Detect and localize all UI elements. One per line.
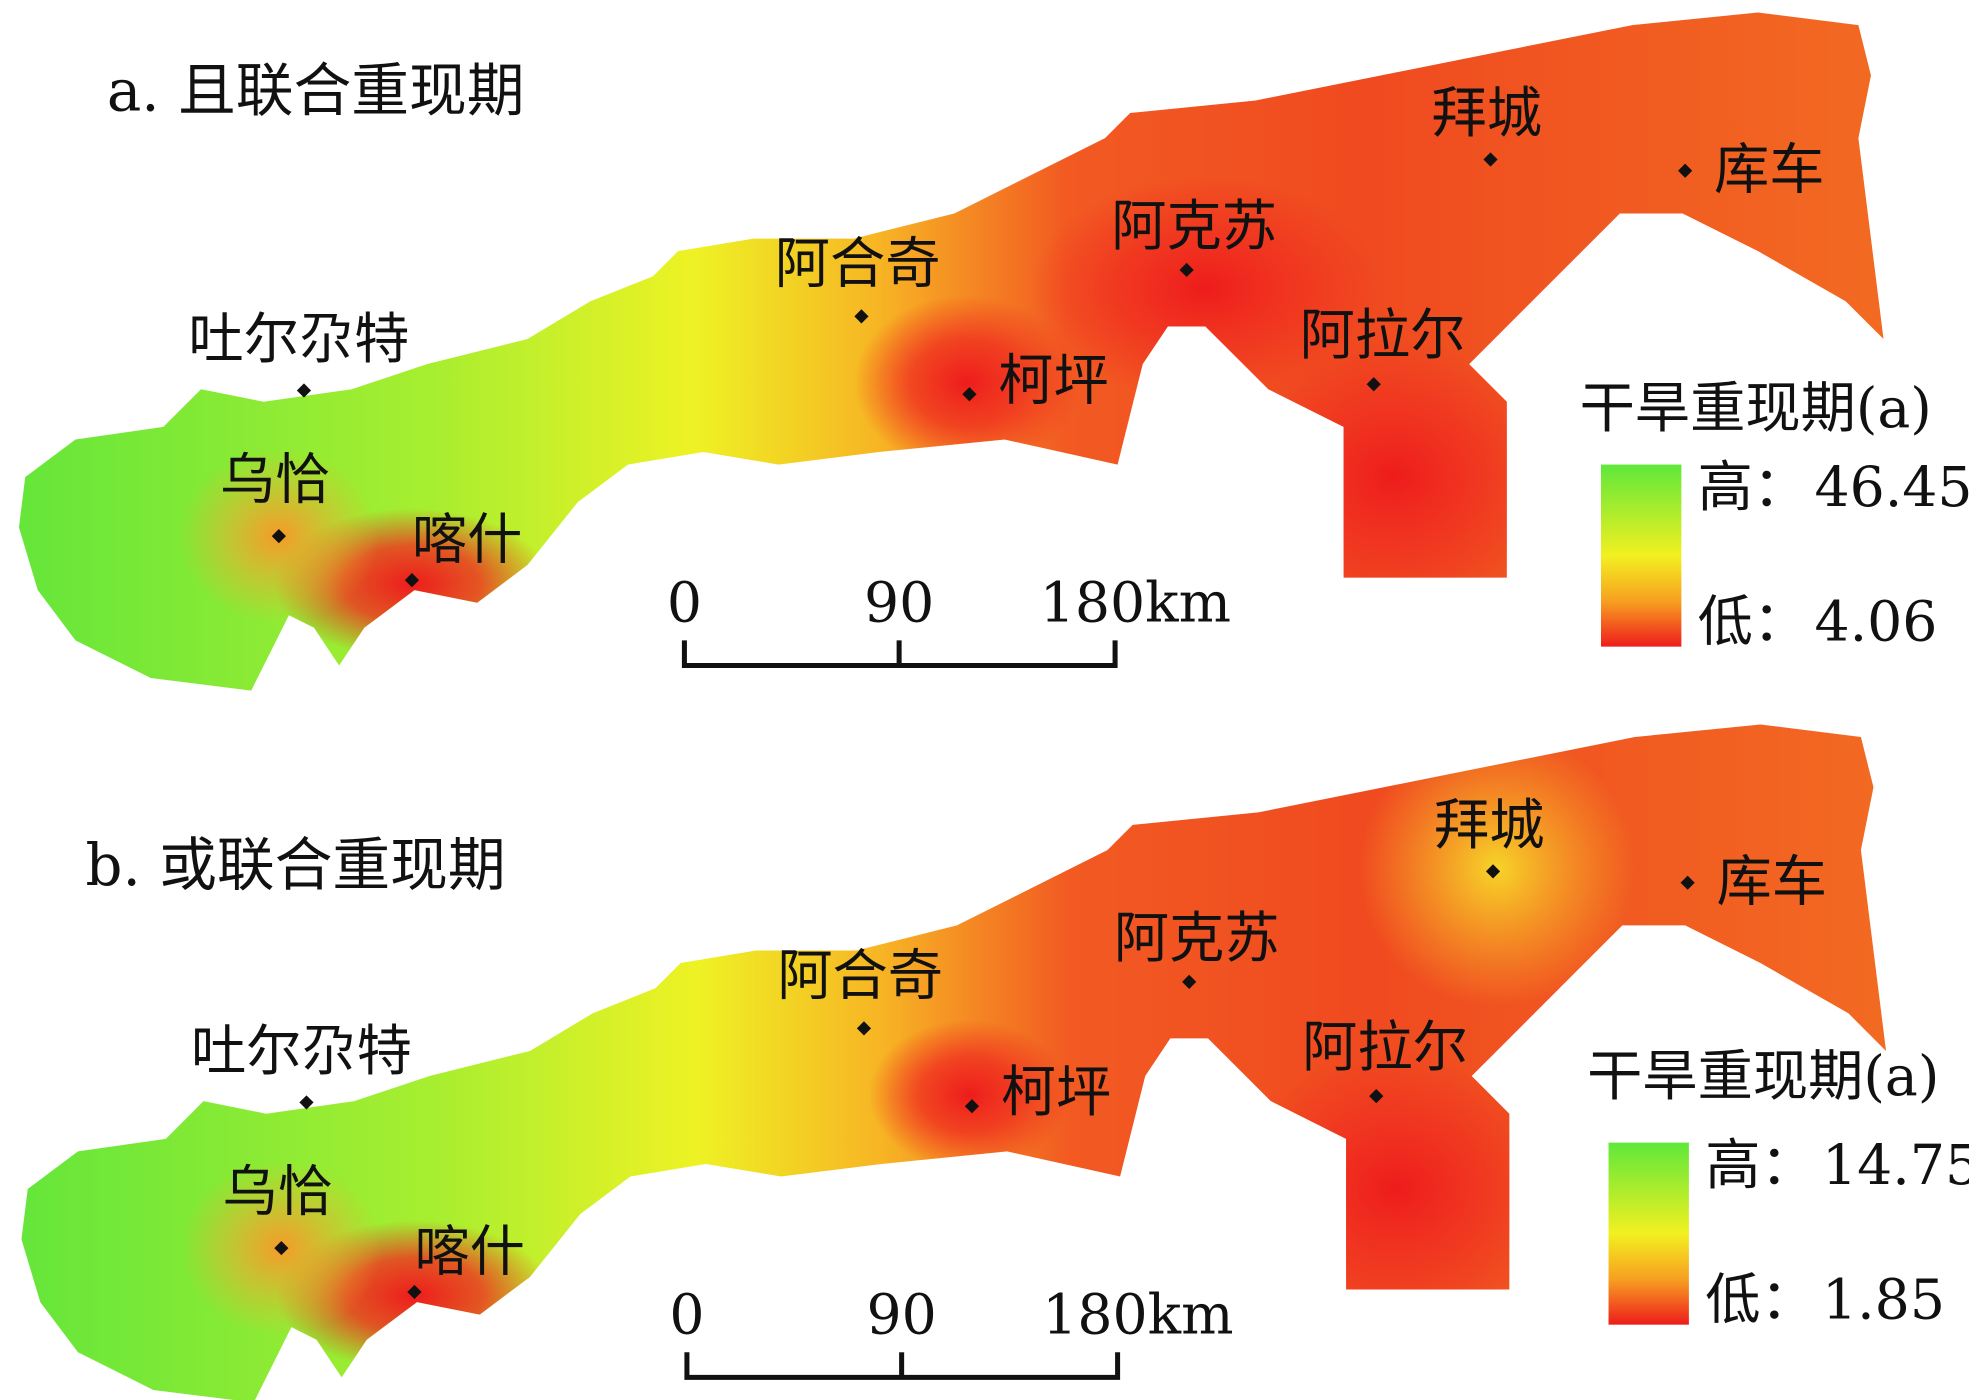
city-dot <box>1182 974 1197 989</box>
panel-title: b. 或联合重现期 <box>85 831 505 899</box>
shading-blob <box>1233 1050 1560 1328</box>
legend-low-value: 4.06 <box>1814 590 1937 654</box>
city-label: 拜城 <box>1431 82 1541 146</box>
legend-low-label: 低： <box>1705 1268 1815 1332</box>
city-dot <box>1179 262 1194 278</box>
city-dot <box>274 1240 289 1256</box>
city-dot <box>271 529 286 544</box>
city-dot <box>964 1099 980 1114</box>
city-label: 库车 <box>1717 850 1827 914</box>
city-label: 柯坪 <box>1001 1061 1111 1125</box>
city-label: 拜城 <box>1434 794 1544 858</box>
legend-bar <box>1601 464 1682 647</box>
city-label: 阿克苏 <box>1111 195 1277 259</box>
legend-bar <box>1608 1142 1689 1325</box>
scale-label: 90 <box>866 1283 936 1347</box>
city-label: 乌恰 <box>220 448 330 512</box>
city-label: 喀什 <box>414 1221 524 1285</box>
legend-high-label: 高： <box>1705 1134 1815 1198</box>
city-label: 吐尔尕特 <box>191 1020 412 1084</box>
city-label: 乌恰 <box>222 1160 332 1224</box>
city-label: 喀什 <box>412 509 522 573</box>
city-dot <box>854 309 869 324</box>
scale-label: 90 <box>864 572 934 636</box>
city-label: 阿合奇 <box>777 944 943 1008</box>
scale-label: 180km <box>1040 572 1231 636</box>
shading-blob <box>868 1019 1070 1171</box>
city-label: 阿拉尔 <box>1302 1016 1468 1080</box>
scale-label: 180km <box>1042 1283 1233 1347</box>
city-label: 库车 <box>1714 138 1824 202</box>
city-dot <box>962 387 977 402</box>
city-label: 阿拉尔 <box>1300 304 1466 368</box>
legend-title: 干旱重现期(a) <box>1580 377 1932 441</box>
city-label: 柯坪 <box>998 349 1108 413</box>
scale-label: 0 <box>667 572 702 636</box>
city-label: 阿合奇 <box>775 233 941 297</box>
legend-high-value: 46.45 <box>1814 456 1969 520</box>
city-dot <box>296 383 312 398</box>
scale-label: 0 <box>669 1283 704 1347</box>
city-label: 阿克苏 <box>1114 907 1280 971</box>
shading-blob <box>853 295 1080 471</box>
legend-high-label: 高： <box>1698 456 1808 520</box>
legend-title: 干旱重现期(a) <box>1587 1045 1939 1109</box>
legend-high-value: 14.75 <box>1822 1134 1969 1198</box>
city-dot <box>856 1021 872 1036</box>
legend-low-value: 1.85 <box>1822 1268 1945 1332</box>
legend-low-label: 低： <box>1698 590 1808 654</box>
shading-blob <box>1029 175 1382 402</box>
panel-title: a. 且联合重现期 <box>107 56 525 124</box>
city-label: 吐尔尕特 <box>188 308 409 372</box>
